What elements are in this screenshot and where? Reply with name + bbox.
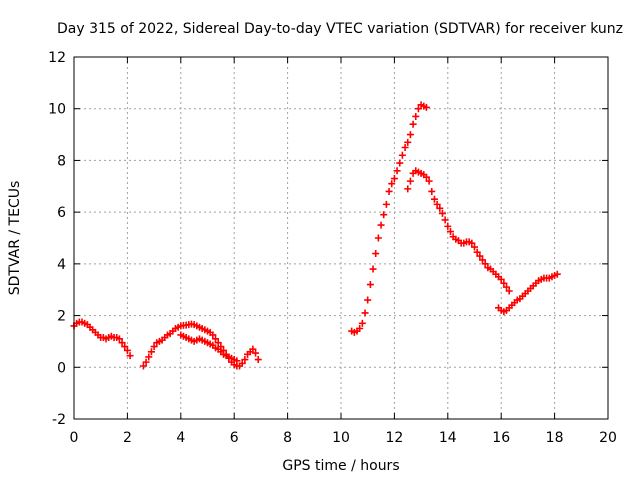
data-point xyxy=(377,221,385,229)
data-point xyxy=(252,349,260,357)
data-point xyxy=(401,144,409,151)
data-point xyxy=(425,177,433,185)
chart-title: Day 315 of 2022, Sidereal Day-to-day VTE… xyxy=(57,21,623,37)
data-point xyxy=(233,357,241,365)
data-point xyxy=(422,173,430,181)
x-axis-label: GPS time / hours xyxy=(282,458,399,474)
data-point xyxy=(390,175,398,183)
data-point xyxy=(145,353,153,361)
data-point xyxy=(481,260,489,268)
x-tick-label: 16 xyxy=(492,430,510,446)
data-point xyxy=(150,343,158,351)
data-point xyxy=(476,252,484,260)
plot-frame xyxy=(73,56,609,420)
x-tick-label: 4 xyxy=(176,430,185,446)
data-point xyxy=(374,234,382,242)
data-point xyxy=(396,159,404,167)
x-tick-label: 10 xyxy=(332,430,350,446)
y-tick-label: 10 xyxy=(48,102,66,118)
data-point xyxy=(123,346,131,354)
y-tick-label: 2 xyxy=(57,309,66,325)
data-point xyxy=(468,239,476,247)
data-point xyxy=(446,228,454,236)
grid xyxy=(74,57,608,419)
data-point xyxy=(147,348,155,356)
data-points xyxy=(70,101,561,370)
data-point xyxy=(388,180,396,188)
y-axis-label: SDTVAR / TECUs xyxy=(7,181,23,296)
data-point xyxy=(356,325,364,332)
data-point xyxy=(441,216,449,224)
x-tick-label: 18 xyxy=(546,430,564,446)
data-point xyxy=(372,250,380,258)
x-tick-label: 2 xyxy=(123,430,132,446)
data-point xyxy=(503,283,511,291)
y-tick-label: -2 xyxy=(52,412,66,428)
data-point xyxy=(118,339,126,347)
data-point xyxy=(497,275,505,283)
data-point xyxy=(444,222,452,230)
data-point xyxy=(212,335,220,343)
y-tick-label: 6 xyxy=(57,205,66,221)
data-point xyxy=(505,287,513,295)
data-point xyxy=(398,151,406,159)
data-point xyxy=(142,358,150,366)
data-point xyxy=(473,248,481,256)
data-point xyxy=(209,331,217,339)
data-point xyxy=(409,120,417,128)
data-point xyxy=(369,265,377,273)
data-point xyxy=(428,187,436,195)
data-point xyxy=(430,195,438,203)
data-point xyxy=(479,256,487,264)
data-point xyxy=(361,309,369,317)
y-tick-label: 12 xyxy=(48,50,66,66)
data-point xyxy=(238,359,246,367)
data-point xyxy=(214,339,222,347)
data-point xyxy=(358,319,366,327)
x-tick-label: 6 xyxy=(230,430,239,446)
data-point xyxy=(139,362,147,370)
data-point xyxy=(422,103,430,111)
data-point xyxy=(241,356,249,364)
y-tick-label: 0 xyxy=(57,360,66,376)
data-point xyxy=(433,200,441,208)
x-tick-label: 14 xyxy=(439,430,457,446)
data-point xyxy=(385,187,393,195)
data-point xyxy=(406,177,414,185)
data-point xyxy=(121,343,129,351)
data-point xyxy=(366,281,374,289)
data-point xyxy=(404,185,412,193)
y-tick-label: 8 xyxy=(57,153,66,169)
data-point xyxy=(471,243,478,251)
data-point xyxy=(126,352,134,360)
x-tick-label: 0 xyxy=(70,430,79,446)
x-tick-label: 20 xyxy=(599,430,617,446)
data-point xyxy=(249,345,257,353)
x-tick-label: 8 xyxy=(283,430,292,446)
data-point xyxy=(393,167,401,175)
data-point xyxy=(500,279,508,287)
data-point xyxy=(414,105,422,113)
data-point xyxy=(254,356,262,364)
data-point xyxy=(364,296,372,304)
data-point xyxy=(115,335,123,343)
data-point xyxy=(553,270,561,278)
data-point xyxy=(436,204,444,212)
data-point xyxy=(380,211,388,219)
data-point xyxy=(404,138,412,146)
data-point xyxy=(412,112,420,120)
data-point xyxy=(406,131,414,139)
data-point xyxy=(382,200,390,208)
data-point xyxy=(438,209,446,217)
x-tick-label: 12 xyxy=(385,430,403,446)
y-tick-label: 4 xyxy=(57,257,66,273)
